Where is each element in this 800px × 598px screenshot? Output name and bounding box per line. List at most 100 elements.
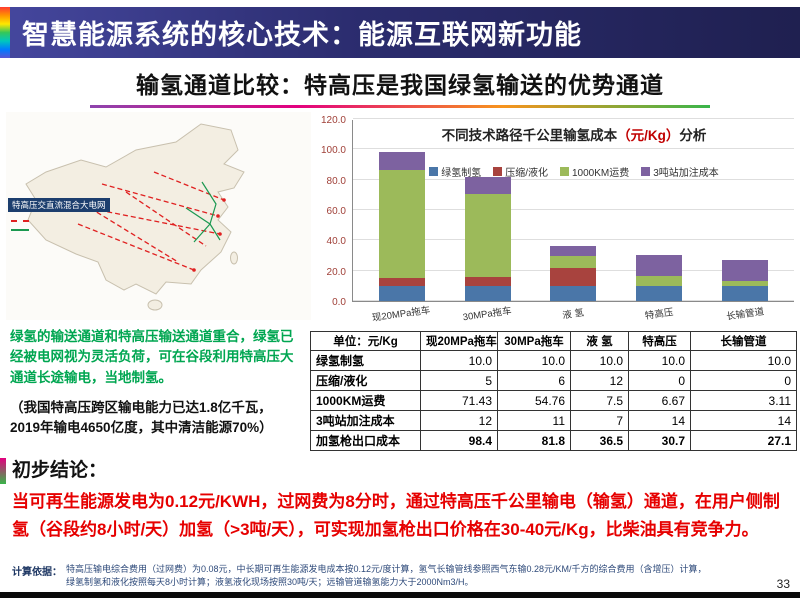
legend-swatch — [559, 167, 569, 176]
table-row-label: 压缩/液化 — [310, 370, 421, 391]
gridline — [353, 118, 794, 119]
dc-line-swatch — [11, 219, 29, 222]
table-cell: 30.7 — [628, 430, 691, 451]
legend-swatch — [429, 167, 439, 176]
table-row: 压缩/液化 5 6 12 0 0 — [310, 370, 797, 391]
table-header-cell: 长输管道 — [690, 331, 797, 351]
chart-title-suffix: 分析 — [679, 128, 707, 143]
bar-segment — [550, 267, 597, 286]
conclusion-heading: 初步结论： — [12, 460, 108, 481]
table-cell: 11 — [497, 410, 571, 431]
gridline — [353, 178, 794, 180]
table-cell: 3.11 — [690, 390, 797, 411]
bar-segment — [378, 151, 425, 170]
subtitle-block: 输氢通道比较：特高压是我国绿氢输送的优势通道 — [0, 66, 800, 108]
table-cell: 98.4 — [420, 430, 498, 451]
x-tick-label: 液 氢 — [561, 307, 585, 322]
table-row: 绿氢制氢 10.0 10.0 10.0 10.0 10.0 — [310, 350, 797, 371]
bar-segment — [378, 285, 425, 301]
china-uhv-map: 特高压交直流混合大电网 — [6, 112, 311, 320]
bar-segment — [464, 193, 511, 277]
chart-title: 不同技术路径千公里输氢成本（元/Kg）分析 — [352, 124, 796, 144]
table-header-cell: 特高压 — [628, 331, 691, 351]
conclusion-block: 初步结论： 当可再生能源发电为0.12元/KWH，过网费为8分时，通过特高压千公… — [12, 455, 792, 543]
y-tick-label: 40.0 — [326, 236, 346, 248]
title-banner: 智慧能源系统的核心技术：能源互联网新功能 — [0, 7, 800, 58]
table-header-row: 单位：元/Kg 现20MPa拖车 30MPa拖车液 氢特高压 长输管道 — [310, 331, 797, 351]
gridline — [353, 148, 794, 150]
table-row: 加氢枪出口成本 98.4 81.8 36.5 30.7 27.1 — [310, 430, 797, 451]
bar-segment — [722, 259, 769, 282]
bar-segment — [464, 285, 511, 301]
map-legend — [11, 216, 29, 234]
legend-item: 3吨站加注成本 — [641, 164, 719, 179]
table-header-cell: 现20MPa拖车 — [420, 331, 498, 351]
substation-dots — [192, 198, 226, 272]
legend-swatch — [641, 167, 651, 176]
bar-stack — [378, 151, 425, 301]
page-title: 智慧能源系统的核心技术：能源互联网新功能 — [22, 20, 582, 50]
page-number: 33 — [776, 577, 790, 591]
table-cell: 14 — [628, 410, 691, 431]
table-cell: 10.0 — [570, 350, 629, 371]
bar-segment — [464, 177, 511, 194]
table-cell: 12 — [420, 410, 498, 431]
table-header-cell: 单位：元/Kg — [310, 331, 421, 351]
bar-segment — [722, 285, 769, 301]
table-cell: 36.5 — [570, 430, 629, 451]
bar-stack — [636, 254, 683, 301]
footer-lines: 特高压输电综合费用（过网费）为0.08元，中长期可再生能源发电成本按0.12元/… — [66, 563, 707, 589]
footer-line-1: 特高压输电综合费用（过网费）为0.08元，中长期可再生能源发电成本按0.12元/… — [66, 564, 707, 574]
y-tick-label: 60.0 — [326, 206, 346, 217]
table-cell: 6 — [497, 370, 571, 391]
table-row-label: 3吨站加注成本 — [310, 410, 421, 431]
bar-segment — [550, 285, 597, 301]
subtitle-underline — [90, 105, 710, 108]
x-tick-label: 现20MPa拖车 — [371, 304, 431, 325]
legend-item: 1000KM运费 — [559, 164, 629, 179]
bar-segment — [636, 254, 683, 276]
bar-stack — [464, 177, 511, 301]
gridline — [353, 239, 794, 241]
table-row: 3吨站加注成本 12 11 7 14 14 — [310, 410, 797, 431]
footer-line-2: 绿氢制氢和液化按照每天8小时计算；液氢液化现场按照30吨/天；远输管道输氢能力大… — [66, 577, 474, 588]
footer-notes: 计算依据： 特高压输电综合费用（过网费）为0.08元，中长期可再生能源发电成本按… — [12, 563, 758, 589]
ac-line-swatch — [11, 228, 29, 231]
footer-label: 计算依据： — [12, 567, 62, 578]
table-cell: 10.0 — [420, 350, 498, 371]
table-cell: 54.76 — [497, 390, 571, 411]
table-cell: 10.0 — [690, 350, 797, 371]
conclusion-accent-strip — [0, 458, 6, 484]
x-tick-label: 长输管道 — [725, 306, 765, 323]
legend-item: 压缩/液化 — [493, 164, 548, 179]
gridline — [353, 209, 794, 210]
table-cell: 0 — [690, 370, 797, 391]
bar-segment — [378, 169, 425, 279]
bar-segment — [636, 285, 683, 301]
bar-segment — [378, 278, 425, 286]
table-row: 1000KM运费 71.43 54.76 7.5 6.67 3.11 — [310, 390, 797, 411]
table-row-label: 1000KM运费 — [310, 390, 421, 411]
map-grid-label: 特高压交直流混合大电网 — [8, 198, 110, 213]
china-map-svg — [6, 112, 311, 320]
chart-x-axis: 现20MPa拖车 30MPa拖车 液 氢 特高压 长输管道 — [352, 305, 794, 324]
table-cell: 14 — [690, 410, 797, 431]
y-tick-label: 20.0 — [326, 266, 346, 278]
black-note: （我国特高压跨区输电能力已达1.8亿千瓦，2019年输电4650亿度，其中清洁能… — [10, 400, 273, 436]
chart-title-unit: （元/Kg） — [617, 128, 680, 143]
bar-segment — [636, 275, 683, 286]
table-row-label: 加氢枪出口成本 — [310, 430, 421, 451]
table-header-cell: 液 氢 — [570, 331, 629, 351]
bottom-black-strip — [0, 592, 800, 598]
table-header-cell: 30MPa拖车 — [497, 331, 571, 351]
chart-title-prefix: 不同技术路径千公里输氢成本 — [441, 128, 618, 143]
uhv-ac-lines — [185, 181, 221, 243]
table-cell: 7.5 — [570, 390, 629, 411]
chart-y-axis: 0.0 20.0 40.0 60.0 80.0 100.0 120.0 — [316, 115, 348, 308]
table-cell: 10.0 — [628, 350, 691, 371]
legend-swatch — [493, 167, 503, 176]
bar-stack — [550, 245, 597, 301]
x-tick-label: 30MPa拖车 — [462, 305, 513, 324]
bar-stack — [722, 259, 769, 301]
